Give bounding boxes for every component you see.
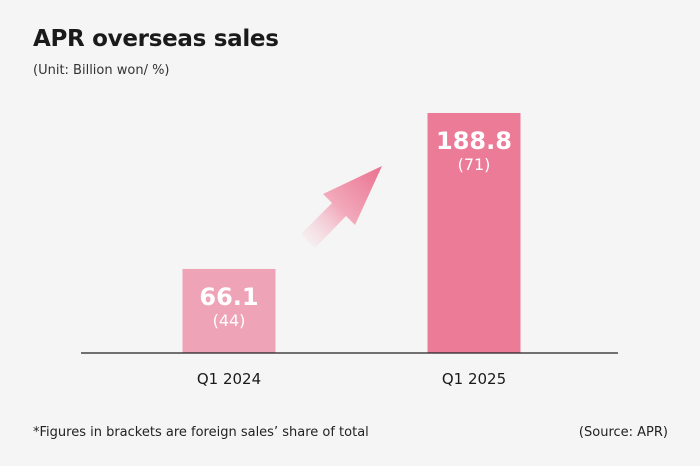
bar-0 — [182, 268, 276, 353]
bar-share-label-1: (71) — [458, 155, 491, 174]
chart-title: APR overseas sales — [33, 26, 279, 52]
footnote: *Figures in brackets are foreign sales’ … — [33, 425, 369, 440]
trend-arrow-icon — [301, 166, 382, 248]
bar-share-label-0: (44) — [213, 311, 246, 330]
chart-subtitle: (Unit: Billion won/ %) — [33, 63, 170, 78]
bar-1 — [427, 113, 521, 353]
category-label-0: Q1 2024 — [197, 370, 261, 388]
bar-value-label-0: 66.1 — [199, 283, 258, 311]
source-note: (Source: APR) — [578, 425, 668, 440]
category-label-1: Q1 2025 — [442, 370, 506, 388]
bar-value-label-1: 188.8 — [436, 127, 512, 155]
